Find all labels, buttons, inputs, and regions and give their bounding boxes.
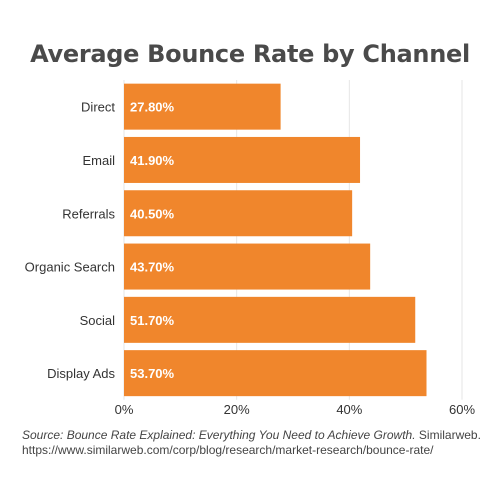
bar — [124, 350, 427, 397]
bar-value-label: 40.50% — [130, 206, 175, 221]
bar-value-label: 27.80% — [130, 100, 175, 115]
x-axis-ticks: 0% 20% 40% 60% — [115, 402, 476, 417]
category-label: Email — [82, 153, 115, 168]
category-label: Referrals — [62, 206, 115, 221]
bar-value-label: 51.70% — [130, 313, 175, 328]
chart-title: Average Bounce Rate by Channel — [30, 40, 470, 68]
x-tick-label: 20% — [224, 402, 250, 417]
category-label: Display Ads — [47, 366, 115, 381]
category-label: Direct — [81, 100, 115, 115]
category-label: Social — [80, 313, 116, 328]
bar — [124, 190, 353, 237]
source-note: Source: Bounce Rate Explained: Everythin… — [22, 428, 492, 458]
category-label: Organic Search — [25, 260, 115, 275]
source-url: https://www.similarweb.com/corp/blog/res… — [22, 443, 434, 457]
bar — [124, 136, 361, 183]
source-publisher: Similarweb. — [415, 428, 481, 442]
bars: 27.80% 41.90% 40.50% 43.70% 51.70% 53.70% — [124, 83, 427, 397]
bar-value-label: 53.70% — [130, 366, 175, 381]
grid-lines — [123, 80, 463, 400]
bar-value-label: 41.90% — [130, 153, 175, 168]
x-tick-label: 0% — [115, 402, 134, 417]
category-labels: Direct Email Referrals Organic Search Social… — [25, 100, 116, 381]
x-tick-label: 60% — [449, 402, 475, 417]
bar — [124, 83, 281, 130]
x-tick-label: 40% — [336, 402, 362, 417]
bar-value-label: 43.70% — [130, 260, 175, 275]
source-text: Source: Bounce Rate Explained: Everythin… — [22, 428, 416, 442]
bar — [124, 296, 416, 343]
bar — [124, 243, 371, 290]
